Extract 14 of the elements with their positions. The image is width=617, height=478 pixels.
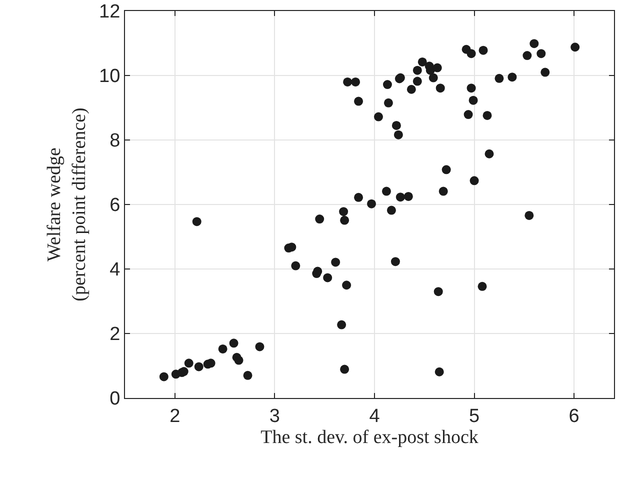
x-tick-label: 6 [568, 406, 580, 427]
y-tick-label: 8 [110, 130, 120, 152]
x-tick-label: 5 [469, 406, 480, 427]
x-tick-label: 4 [369, 406, 380, 427]
y-tick-label: 10 [99, 66, 120, 88]
y-axis-title: Welfare wedge (percent point difference) [44, 108, 90, 302]
y-tick-label: 0 [110, 388, 120, 410]
y-tick-label: 12 [99, 2, 120, 23]
x-tick-label: 3 [269, 406, 280, 427]
x-tick-label: 2 [170, 406, 180, 427]
y-tick-label: 2 [110, 324, 120, 346]
x-axis-title: The st. dev. of ex-post shock [260, 426, 479, 448]
y-tick-label: 4 [110, 260, 121, 281]
y-tick-label: 6 [110, 195, 120, 216]
